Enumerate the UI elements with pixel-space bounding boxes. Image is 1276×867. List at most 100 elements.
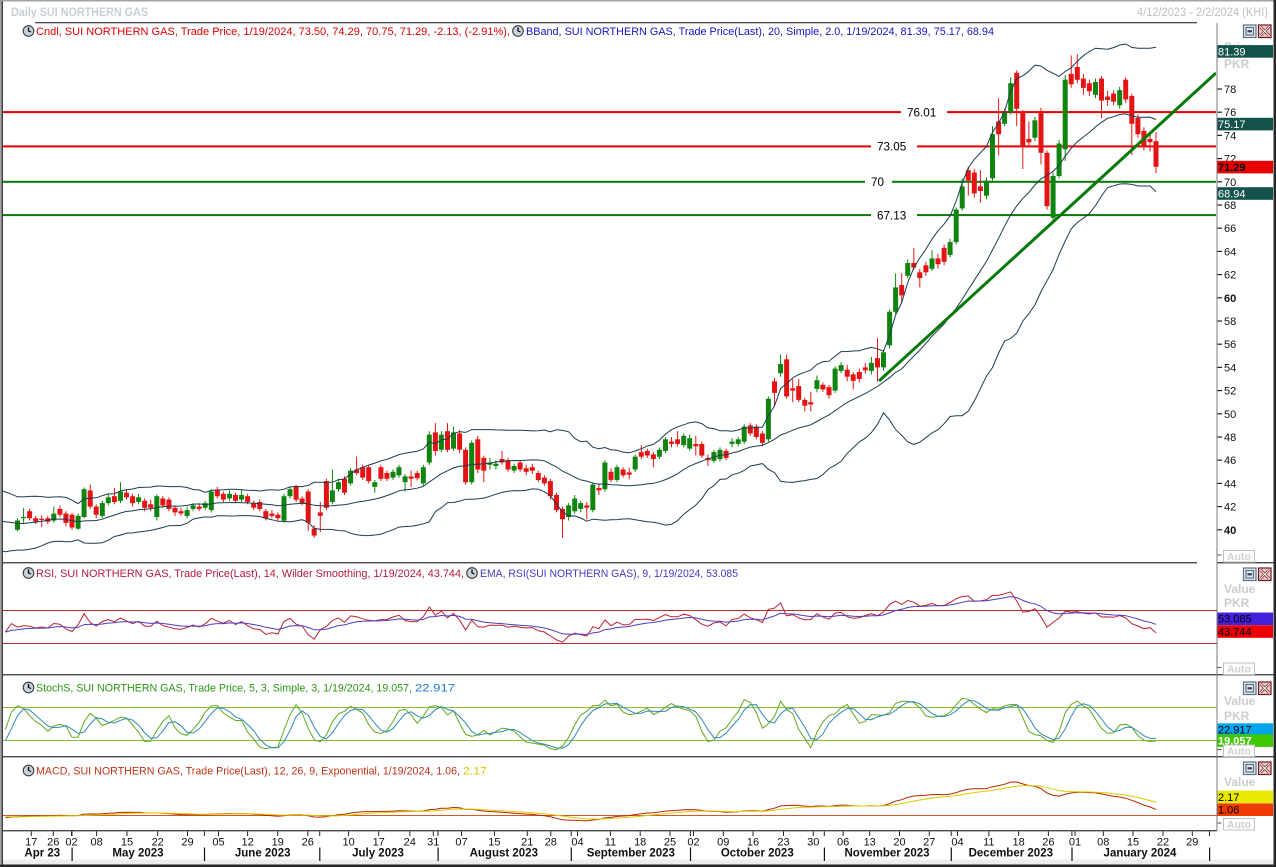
svg-text:64: 64 <box>1224 246 1236 258</box>
svg-text:48: 48 <box>1224 432 1236 444</box>
svg-text:August 2023: August 2023 <box>470 848 538 860</box>
svg-text:40: 40 <box>1224 525 1236 537</box>
svg-text:46: 46 <box>1224 455 1236 467</box>
svg-text:PKR: PKR <box>1224 57 1250 71</box>
svg-text:June 2023: June 2023 <box>235 848 291 860</box>
svg-text:67.13: 67.13 <box>877 209 906 222</box>
svg-text:15: 15 <box>121 837 133 849</box>
svg-text:22.917: 22.917 <box>415 683 455 695</box>
svg-text:70: 70 <box>1224 177 1236 189</box>
svg-text:18: 18 <box>634 837 646 849</box>
svg-text:27: 27 <box>923 837 935 849</box>
svg-text:Auto: Auto <box>1227 746 1251 758</box>
svg-text:Auto: Auto <box>1227 551 1251 563</box>
svg-text:PKR: PKR <box>1224 709 1250 723</box>
svg-text:05: 05 <box>212 837 224 849</box>
svg-text:66: 66 <box>1224 223 1236 235</box>
svg-text:25: 25 <box>664 837 676 849</box>
svg-text:60: 60 <box>1224 293 1236 305</box>
svg-text:January 2024: January 2024 <box>1104 848 1177 860</box>
svg-text:81.39: 81.39 <box>1218 46 1246 58</box>
svg-text:29: 29 <box>181 837 193 849</box>
svg-text:MACD, SUI NORTHERN GAS, Trade: MACD, SUI NORTHERN GAS, Trade Price(Last… <box>36 766 460 778</box>
svg-text:11: 11 <box>983 837 994 849</box>
svg-text:31: 31 <box>427 837 439 849</box>
svg-text:78: 78 <box>1224 84 1236 96</box>
svg-text:68.94: 68.94 <box>1218 188 1246 200</box>
svg-text:17: 17 <box>25 837 37 849</box>
svg-text:53.085: 53.085 <box>1218 614 1252 626</box>
svg-text:Auto: Auto <box>1227 819 1251 831</box>
svg-text:56: 56 <box>1224 339 1236 351</box>
svg-text:Value: Value <box>1224 775 1256 789</box>
svg-text:2.17: 2.17 <box>1218 792 1239 804</box>
svg-text:Auto: Auto <box>1227 664 1251 676</box>
svg-text:19: 19 <box>272 837 284 849</box>
svg-text:15: 15 <box>488 837 500 849</box>
svg-text:73.05: 73.05 <box>877 141 907 154</box>
svg-text:09: 09 <box>717 837 729 849</box>
svg-text:43.744: 43.744 <box>1218 626 1252 638</box>
svg-text:Daily SUI NORTHERN GAS: Daily SUI NORTHERN GAS <box>11 7 148 19</box>
svg-text:54: 54 <box>1224 362 1236 374</box>
svg-text:04: 04 <box>951 837 963 849</box>
svg-text:13: 13 <box>864 837 876 849</box>
svg-text:68: 68 <box>1224 200 1236 212</box>
svg-text:September 2023: September 2023 <box>587 848 675 860</box>
svg-text:December 2023: December 2023 <box>969 848 1053 860</box>
svg-text:44: 44 <box>1224 478 1236 490</box>
svg-text:18: 18 <box>1012 837 1024 849</box>
svg-text:17: 17 <box>373 837 385 849</box>
svg-text:07: 07 <box>455 837 467 849</box>
svg-text:20: 20 <box>893 837 905 849</box>
svg-text:16: 16 <box>747 837 759 849</box>
svg-text:15: 15 <box>1127 837 1139 849</box>
svg-text:29: 29 <box>1186 837 1198 849</box>
svg-text:62: 62 <box>1224 270 1236 282</box>
svg-text:EMA, RSI(SUI NORTHERN GAS), 9: EMA, RSI(SUI NORTHERN GAS), 9, 1/19/2024… <box>480 568 738 580</box>
svg-text:71.29: 71.29 <box>1218 162 1246 174</box>
svg-text:26: 26 <box>47 837 59 849</box>
svg-text:4/12/2023 - 2/2/2024 (KHI): 4/12/2023 - 2/2/2024 (KHI) <box>1137 7 1268 19</box>
svg-text:76: 76 <box>1224 107 1236 119</box>
svg-text:10: 10 <box>342 837 354 849</box>
svg-text:26: 26 <box>302 837 314 849</box>
svg-text:Value: Value <box>1224 582 1256 596</box>
svg-text:75.17: 75.17 <box>1218 119 1246 131</box>
svg-text:24: 24 <box>404 837 416 849</box>
svg-text:RSI, SUI NORTHERN GAS, Trade P: RSI, SUI NORTHERN GAS, Trade Price(Last)… <box>36 568 464 580</box>
svg-text:28: 28 <box>545 837 557 849</box>
svg-text:Apr 23: Apr 23 <box>24 848 60 860</box>
svg-text:BBand, SUI NORTHERN GAS, Trade: BBand, SUI NORTHERN GAS, Trade Price(Las… <box>526 26 994 38</box>
svg-text:12: 12 <box>241 837 253 849</box>
svg-text:52: 52 <box>1224 386 1236 398</box>
svg-text:04: 04 <box>571 837 583 849</box>
svg-text:70: 70 <box>871 176 885 189</box>
svg-text:30: 30 <box>807 837 819 849</box>
svg-text:06: 06 <box>837 837 849 849</box>
svg-text:Cndl, SUI NORTHERN GAS, Trade: Cndl, SUI NORTHERN GAS, Trade Price, 1/1… <box>36 26 510 38</box>
svg-text:23: 23 <box>777 837 789 849</box>
svg-text:November 2023: November 2023 <box>844 848 929 860</box>
svg-text:58: 58 <box>1224 316 1236 328</box>
svg-text:Value: Value <box>1224 694 1256 708</box>
svg-text:26: 26 <box>1042 837 1054 849</box>
svg-text:22.917: 22.917 <box>1218 725 1252 737</box>
svg-text:02: 02 <box>65 837 77 849</box>
svg-text:42: 42 <box>1224 502 1236 514</box>
svg-text:08: 08 <box>90 837 102 849</box>
svg-text:1.06: 1.06 <box>1218 805 1239 817</box>
svg-text:02: 02 <box>687 837 699 849</box>
svg-text:2.17: 2.17 <box>463 766 487 778</box>
svg-text:08: 08 <box>1097 837 1109 849</box>
svg-text:11: 11 <box>605 837 616 849</box>
svg-text:October 2023: October 2023 <box>721 848 794 860</box>
svg-text:StochS, SUI NORTHERN GAS, Trad: StochS, SUI NORTHERN GAS, Trade Price, 5… <box>36 683 412 695</box>
svg-text:01: 01 <box>1069 837 1081 849</box>
svg-text:50: 50 <box>1224 409 1236 421</box>
svg-text:22: 22 <box>152 837 164 849</box>
svg-text:PKR: PKR <box>1224 596 1250 610</box>
svg-text:July 2023: July 2023 <box>352 848 404 860</box>
svg-text:76.01: 76.01 <box>907 106 936 119</box>
svg-text:22: 22 <box>1157 837 1169 849</box>
